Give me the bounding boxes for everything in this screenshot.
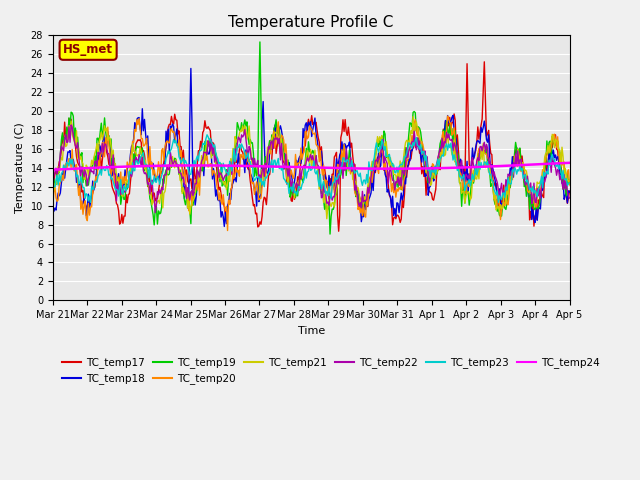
Legend: TC_temp17, TC_temp18, TC_temp19, TC_temp20, TC_temp21, TC_temp22, TC_temp23, TC_: TC_temp17, TC_temp18, TC_temp19, TC_temp… <box>58 353 604 389</box>
TC_temp23 <box>49 184 56 190</box>
TC_temp24 <box>338 165 346 171</box>
TC_temp18 <box>211 180 218 186</box>
TC_temp20 <box>364 203 372 208</box>
TC_temp23 <box>431 164 438 169</box>
TC_temp19 <box>268 132 276 138</box>
TC_temp22 <box>152 210 159 216</box>
TC_temp21 <box>566 177 573 183</box>
TC_temp24 <box>518 162 526 168</box>
TC_temp18 <box>365 196 372 202</box>
TC_temp17 <box>520 179 528 185</box>
TC_temp23 <box>86 200 94 205</box>
TC_temp23 <box>204 132 211 138</box>
TC_temp23 <box>269 169 276 175</box>
TC_temp22 <box>566 195 573 201</box>
TC_temp18 <box>187 66 195 72</box>
TC_temp20 <box>224 228 232 233</box>
TC_temp19 <box>326 231 334 237</box>
TC_temp21 <box>323 216 331 222</box>
TC_temp18 <box>340 141 348 147</box>
TC_temp17 <box>49 188 56 193</box>
TC_temp17 <box>267 164 275 170</box>
TC_temp21 <box>267 139 275 145</box>
TC_temp18 <box>49 202 56 207</box>
TC_temp22 <box>431 165 438 171</box>
TC_temp17 <box>210 141 218 146</box>
TC_temp21 <box>339 157 347 163</box>
TC_temp22 <box>340 159 348 165</box>
TC_temp24 <box>210 163 218 168</box>
TC_temp23 <box>340 155 348 161</box>
TC_temp22 <box>212 154 220 159</box>
TC_temp19 <box>210 146 218 152</box>
TC_temp19 <box>566 177 573 182</box>
Line: TC_temp24: TC_temp24 <box>52 163 570 170</box>
TC_temp20 <box>444 113 451 119</box>
TC_temp21 <box>431 176 438 181</box>
TC_temp18 <box>566 189 573 195</box>
TC_temp18 <box>431 175 438 180</box>
TC_temp23 <box>520 172 528 178</box>
Line: TC_temp18: TC_temp18 <box>52 69 570 227</box>
TC_temp24 <box>566 160 573 166</box>
TC_temp20 <box>430 162 438 168</box>
TC_temp22 <box>269 145 276 151</box>
TC_temp20 <box>339 164 347 169</box>
TC_temp22 <box>67 122 75 128</box>
Y-axis label: Temperature (C): Temperature (C) <box>15 122 25 213</box>
TC_temp17 <box>430 197 438 203</box>
TC_temp21 <box>49 178 56 183</box>
TC_temp18 <box>220 224 228 229</box>
TC_temp24 <box>49 167 56 173</box>
TC_temp20 <box>49 205 56 211</box>
TC_temp20 <box>520 165 528 170</box>
Line: TC_temp19: TC_temp19 <box>52 42 570 234</box>
TC_temp24 <box>363 166 371 171</box>
TC_temp24 <box>429 166 436 171</box>
Title: Temperature Profile C: Temperature Profile C <box>228 15 394 30</box>
TC_temp18 <box>520 176 528 181</box>
Line: TC_temp21: TC_temp21 <box>52 117 570 219</box>
TC_temp21 <box>409 114 417 120</box>
TC_temp19 <box>431 172 438 178</box>
TC_temp22 <box>520 177 528 183</box>
Line: TC_temp20: TC_temp20 <box>52 116 570 230</box>
TC_temp19 <box>49 188 56 193</box>
TC_temp17 <box>335 228 342 234</box>
TC_temp22 <box>365 191 372 196</box>
TC_temp17 <box>566 188 573 194</box>
TC_temp20 <box>268 136 276 142</box>
TC_temp24 <box>267 164 275 169</box>
TC_temp23 <box>566 180 573 186</box>
TC_temp19 <box>256 39 264 45</box>
TC_temp19 <box>340 143 348 149</box>
TC_temp21 <box>520 167 528 173</box>
TC_temp21 <box>364 182 372 188</box>
X-axis label: Time: Time <box>298 325 324 336</box>
TC_temp18 <box>269 137 276 143</box>
TC_temp23 <box>212 150 220 156</box>
Line: TC_temp23: TC_temp23 <box>52 135 570 203</box>
TC_temp20 <box>566 182 573 188</box>
TC_temp17 <box>339 117 347 122</box>
Text: HS_met: HS_met <box>63 43 113 56</box>
TC_temp19 <box>520 184 528 190</box>
Line: TC_temp22: TC_temp22 <box>52 125 570 213</box>
TC_temp20 <box>210 168 218 174</box>
TC_temp22 <box>49 185 56 191</box>
TC_temp17 <box>481 59 488 65</box>
TC_temp23 <box>365 159 372 165</box>
Line: TC_temp17: TC_temp17 <box>52 62 570 231</box>
TC_temp17 <box>364 204 372 209</box>
TC_temp19 <box>365 180 372 185</box>
TC_temp21 <box>210 144 218 150</box>
